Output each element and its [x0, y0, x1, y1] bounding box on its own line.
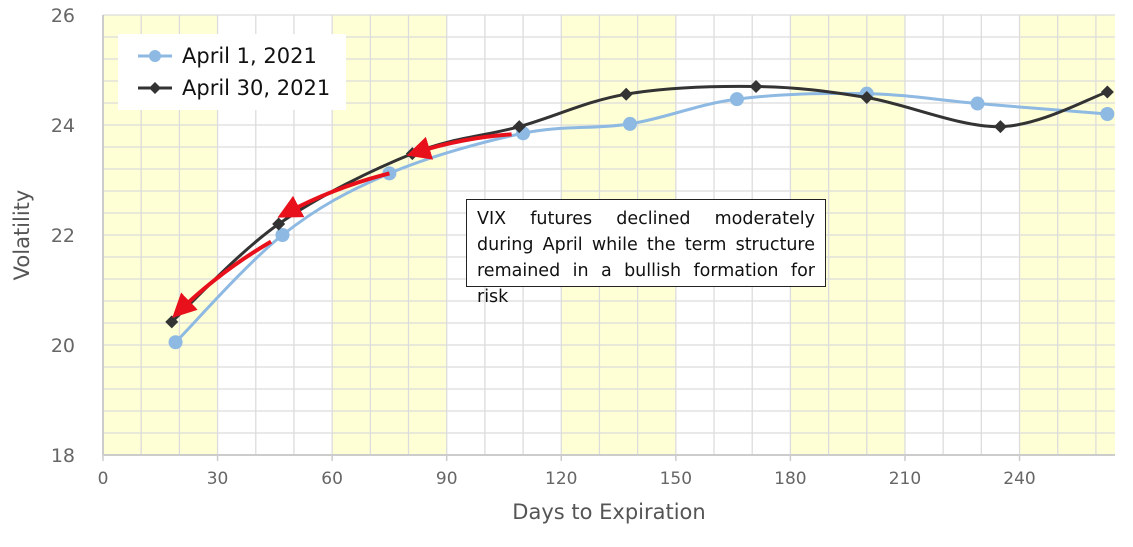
trend-arrow	[172, 239, 273, 318]
data-point-circle	[1100, 107, 1115, 121]
y-tick-label: 22	[51, 225, 75, 247]
data-point-circle	[168, 335, 183, 350]
data-point-circle	[275, 228, 290, 242]
legend: April 1, 2021 April 30, 2021	[118, 34, 346, 110]
data-point-diamond	[619, 87, 633, 101]
legend-label-april-1: April 1, 2021	[182, 44, 317, 68]
x-tick-label: 240	[1003, 469, 1035, 489]
data-point-circle	[623, 116, 638, 131]
y-tick-label: 20	[51, 335, 75, 357]
y-tick-label: 18	[51, 445, 75, 467]
y-tick-label: 24	[51, 115, 75, 137]
data-point-diamond	[512, 120, 526, 134]
legend-item-april-30[interactable]: April 30, 2021	[138, 73, 330, 103]
x-axis-label: Days to Expiration	[512, 500, 705, 524]
data-point-diamond	[993, 120, 1007, 134]
y-tick-label: 26	[51, 5, 75, 27]
x-tick-label: 60	[321, 469, 343, 489]
data-point-diamond	[860, 91, 874, 104]
data-point-diamond	[272, 217, 286, 231]
x-tick-label: 0	[98, 469, 109, 489]
legend-swatch-circle-icon	[138, 50, 172, 62]
annotation-box: VIX futures declined moderately during A…	[466, 199, 826, 307]
x-tick-label: 90	[436, 469, 458, 489]
trend-arrow	[277, 171, 390, 218]
y-axis-label: Volatility	[10, 190, 34, 281]
data-point-circle	[970, 96, 985, 111]
x-tick-label: 150	[660, 469, 692, 489]
legend-item-april-1[interactable]: April 1, 2021	[138, 41, 317, 71]
data-point-circle	[729, 92, 744, 107]
data-point-diamond	[749, 80, 763, 93]
data-point-diamond	[165, 315, 179, 329]
x-tick-label: 120	[545, 469, 577, 489]
legend-swatch-diamond-icon	[138, 82, 172, 94]
x-tick-label: 210	[889, 469, 921, 489]
series-april-1-2021	[168, 86, 1115, 350]
x-tick-label: 30	[207, 469, 229, 489]
x-tick-label: 180	[774, 469, 806, 489]
trend-arrow	[406, 132, 512, 160]
legend-label-april-30: April 30, 2021	[182, 76, 331, 100]
data-point-diamond	[1100, 85, 1114, 99]
